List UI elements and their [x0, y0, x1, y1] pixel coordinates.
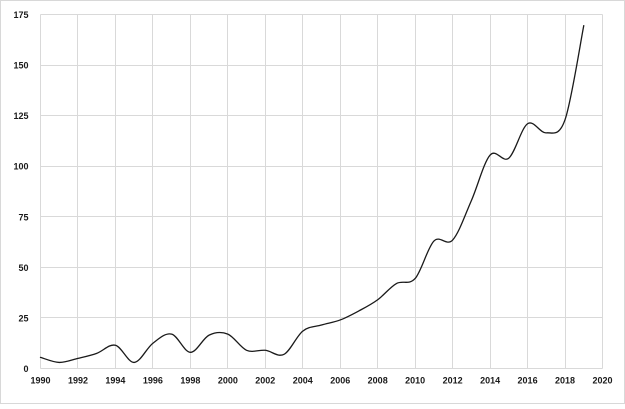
gridlines	[40, 14, 603, 369]
y-tick-label: 0	[23, 364, 28, 374]
axis-tick-labels: 0 25 50 75 100 125 150 175 1990 1992 1994 1996 1998 2…	[13, 10, 612, 386]
y-tick-label: 150	[13, 61, 28, 71]
x-tick-label: 1996	[143, 376, 163, 386]
y-tick-label: 175	[13, 10, 28, 20]
x-tick-label: 1990	[30, 376, 50, 386]
x-tick-label: 2020	[592, 376, 612, 386]
y-tick-label: 25	[18, 313, 28, 323]
x-tick-label: 2006	[330, 376, 350, 386]
x-tick-label: 2004	[293, 376, 313, 386]
x-tick-label: 1992	[68, 376, 88, 386]
x-tick-label: 2008	[368, 376, 388, 386]
y-tick-label: 100	[13, 162, 28, 172]
x-tick-label: 2000	[218, 376, 238, 386]
x-tick-label: 2002	[255, 376, 275, 386]
series-line	[39, 24, 585, 364]
x-tick-label: 1994	[105, 376, 125, 386]
y-tick-label: 125	[13, 111, 28, 121]
x-tick-label: 2014	[480, 376, 500, 386]
y-tick-label: 50	[18, 263, 28, 273]
x-tick-label: 2012	[443, 376, 463, 386]
x-tick-label: 2016	[518, 376, 538, 386]
x-tick-label: 1998	[180, 376, 200, 386]
x-tick-label: 2018	[555, 376, 575, 386]
x-tick-label: 2010	[405, 376, 425, 386]
y-tick-label: 75	[18, 212, 28, 222]
